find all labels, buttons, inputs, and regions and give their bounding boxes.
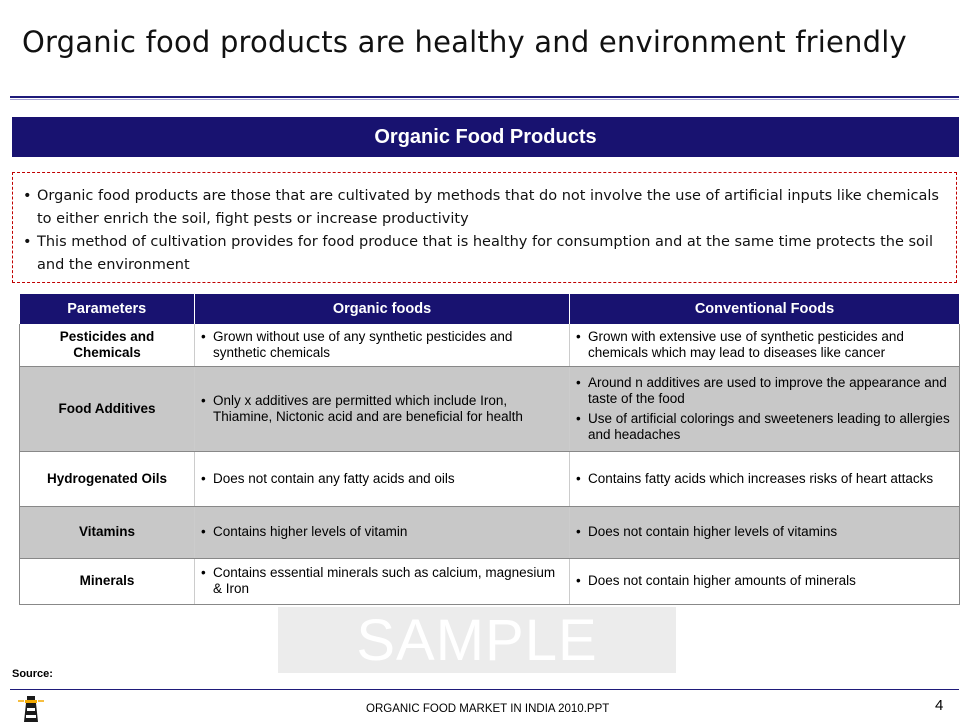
- slide-title: Organic food products are healthy and en…: [22, 25, 907, 59]
- title-divider: [10, 96, 959, 98]
- intro-text: Organic food products are those that are…: [37, 188, 939, 227]
- table-header-row: Parameters Organic foods Conventional Fo…: [19, 294, 960, 324]
- conventional-cell: • Does not contain higher levels of vitam…: [569, 506, 960, 559]
- organic-text: Does not contain any fatty acids and oil…: [213, 470, 455, 486]
- bullet-icon: •: [576, 470, 581, 486]
- table-row: Hydrogenated Oils • Does not contain any …: [19, 451, 960, 507]
- intro-bullet: • Organic food products are those that a…: [23, 185, 942, 231]
- conventional-text: Grown with extensive use of synthetic pe…: [588, 328, 904, 360]
- organic-text: Contains essential minerals such as calc…: [213, 565, 556, 596]
- intro-bullet: • This method of cultivation provides fo…: [23, 231, 942, 277]
- header-organic-foods: Organic foods: [194, 294, 570, 324]
- bullet-icon: •: [201, 328, 206, 344]
- header-conventional-foods: Conventional Foods: [569, 294, 960, 324]
- bullet-icon: •: [576, 374, 581, 390]
- bullet-icon: •: [201, 470, 206, 486]
- param-cell: Vitamins: [19, 506, 195, 559]
- table-row: Pesticides and Chemicals • Grown without …: [19, 324, 960, 367]
- organic-cell: • Grown without use of any synthetic pest…: [194, 324, 570, 367]
- bullet-icon: •: [201, 565, 206, 580]
- bullet-icon: •: [576, 410, 581, 426]
- footer-title: ORGANIC FOOD MARKET IN INDIA 2010.PPT: [366, 703, 610, 715]
- conventional-text: Does not contain higher amounts of miner…: [588, 573, 856, 588]
- bullet-icon: •: [23, 234, 32, 250]
- conventional-cell: • Does not contain higher amounts of mine…: [569, 558, 960, 605]
- organic-text: Contains higher levels of vitamin: [213, 524, 408, 539]
- bullet-icon: •: [576, 573, 581, 588]
- source-label: Source:: [12, 668, 53, 680]
- page-number: 4: [935, 697, 944, 714]
- param-cell: Hydrogenated Oils: [19, 451, 195, 507]
- param-cell: Pesticides and Chemicals: [19, 324, 195, 367]
- title-divider-shadow: [10, 99, 959, 100]
- bullet-icon: •: [201, 524, 206, 539]
- conventional-cell: • Contains fatty acids which increases ri…: [569, 451, 960, 507]
- bullet-icon: •: [576, 328, 581, 344]
- organic-cell: • Contains higher levels of vitamin: [194, 506, 570, 559]
- conventional-cell: • Around n additives are used to improve …: [569, 366, 960, 452]
- organic-text: Grown without use of any synthetic pesti…: [213, 328, 513, 360]
- bullet-icon: •: [576, 524, 581, 539]
- table-row: Food Additives • Only x additives are per…: [19, 366, 960, 452]
- header-parameters: Parameters: [19, 294, 195, 324]
- organic-text: Only x additives are permitted which inc…: [213, 392, 523, 424]
- organic-cell: • Does not contain any fatty acids and oi…: [194, 451, 570, 507]
- organic-cell: • Only x additives are permitted which in…: [194, 366, 570, 452]
- comparison-table: Parameters Organic foods Conventional Fo…: [19, 294, 960, 605]
- intro-text: This method of cultivation provides for …: [37, 234, 933, 273]
- param-cell: Food Additives: [19, 366, 195, 452]
- intro-box: • Organic food products are those that a…: [12, 172, 957, 283]
- sample-watermark: SAMPLE: [278, 607, 676, 673]
- conventional-text: Around n additives are used to improve t…: [588, 374, 947, 406]
- conventional-cell: • Grown with extensive use of synthetic p…: [569, 324, 960, 367]
- table-row: Minerals • Contains essential minerals su…: [19, 558, 960, 605]
- conventional-text: Does not contain higher levels of vitami…: [588, 524, 838, 539]
- table-row: Vitamins • Contains higher levels of vita…: [19, 506, 960, 559]
- organic-cell: • Contains essential minerals such as cal…: [194, 558, 570, 605]
- conventional-text: Contains fatty acids which increases ris…: [588, 470, 934, 486]
- footer-divider: [10, 689, 959, 690]
- bullet-icon: •: [23, 188, 32, 204]
- bullet-icon: •: [201, 392, 206, 408]
- lighthouse-logo-icon: [18, 696, 44, 722]
- conventional-text: Use of artificial colorings and sweetene…: [588, 410, 950, 442]
- param-cell: Minerals: [19, 558, 195, 605]
- section-banner: Organic Food Products: [12, 117, 959, 157]
